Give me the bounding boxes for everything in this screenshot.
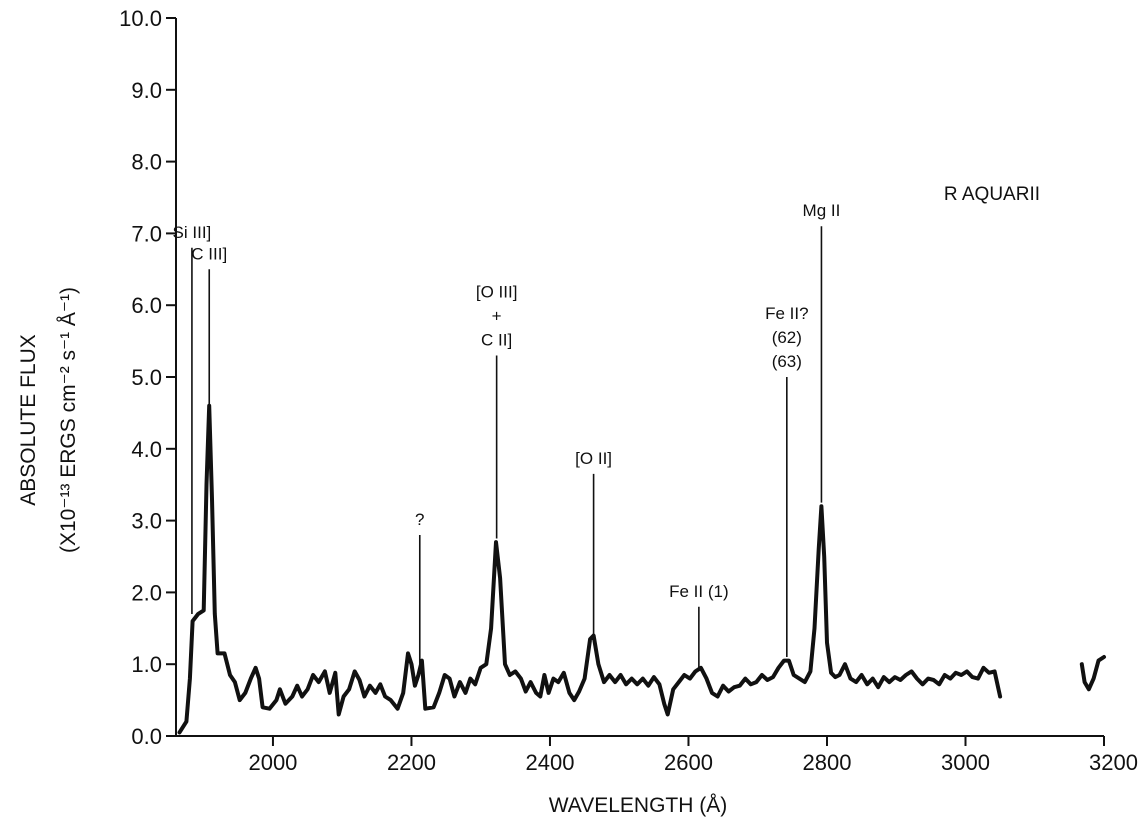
annotation-label: + (492, 306, 502, 325)
x-tick-label: 3000 (941, 750, 990, 775)
series-layer (177, 403, 1106, 735)
annotation-label: [O II] (575, 449, 612, 468)
y-tick-label: 4.0 (131, 437, 162, 462)
x-tick-label: 2800 (803, 750, 852, 775)
annotation-label: (63) (772, 352, 802, 371)
annotation-label: Fe II? (765, 304, 808, 323)
y-tick-label: 8.0 (131, 150, 162, 175)
chart-title: R AQUARII (944, 184, 1040, 205)
annotation-label: ? (415, 510, 424, 529)
x-tick-label: 2600 (664, 750, 713, 775)
annotations-layer: Si III] C III] [O III] + C II]? [O II] Fe II (… (173, 201, 841, 668)
y-tick-label: 9.0 (131, 78, 162, 103)
x-tick-label: 2400 (525, 750, 574, 775)
y-tick-label: 7.0 (131, 221, 162, 246)
y-tick-label: 5.0 (131, 365, 162, 390)
y-tick-label: 10.0 (119, 6, 162, 31)
x-tick-label: 2200 (387, 750, 436, 775)
annotation-label: C III] (191, 244, 227, 263)
x-tick-label: 3200 (1089, 750, 1138, 775)
y-axis-title-line2: (X10⁻¹³ ERGS cm⁻² s⁻¹ Å⁻¹) (57, 287, 80, 553)
annotation-label: [O III] (476, 282, 518, 301)
annotation-label: C II] (481, 330, 512, 349)
ticks: 0.0 1.0 2.0 3.0 4.0 5.0 6.0 7.0 8.0 9.0 10.0 2000 22… (119, 6, 1138, 775)
y-tick-label: 6.0 (131, 293, 162, 318)
axes (175, 18, 1104, 737)
y-tick-label: 1.0 (131, 652, 162, 677)
annotation-label: Mg II (803, 201, 841, 220)
spectrum-line (1079, 655, 1106, 692)
x-tick-label: 2000 (248, 750, 297, 775)
x-axis-title: WAVELENGTH (Å) (549, 794, 728, 817)
annotation-label: Fe II (1) (669, 582, 729, 601)
y-tick-label: 2.0 (131, 580, 162, 605)
y-tick-label: 0.0 (131, 724, 162, 749)
annotation-label: (62) (772, 328, 802, 347)
spectrum-line (177, 403, 1003, 735)
y-tick-label: 3.0 (131, 509, 162, 534)
annotation-label: Si III] (173, 223, 212, 242)
y-axis-title-line1: ABSOLUTE FLUX (17, 334, 40, 506)
